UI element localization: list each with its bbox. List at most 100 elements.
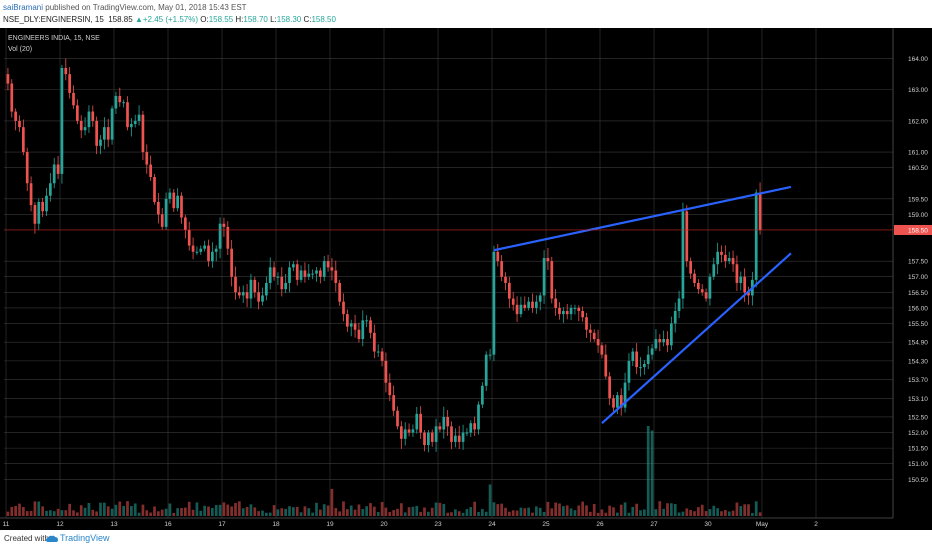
- candle-body: [187, 229, 191, 246]
- candle-body: [99, 139, 102, 146]
- volume-bar: [415, 505, 419, 516]
- volume-bar: [488, 484, 492, 516]
- footer: Created with TradingView: [0, 530, 932, 550]
- candle-body: [265, 282, 268, 296]
- candle-body: [619, 395, 623, 408]
- candle-body: [700, 289, 704, 293]
- volume-bar: [41, 506, 44, 516]
- volume-bar: [307, 508, 311, 516]
- volume-bar: [176, 508, 179, 516]
- volume-bar: [419, 511, 422, 516]
- candle-body: [380, 351, 384, 361]
- price-tick-label: 154.30: [908, 358, 928, 365]
- candle-body: [176, 195, 179, 209]
- volume-bar: [184, 507, 187, 516]
- volume-bar: [284, 508, 287, 516]
- candle-body: [469, 423, 473, 433]
- volume-bar: [211, 507, 214, 516]
- high-value: 158.70: [243, 15, 268, 24]
- volume-bar: [585, 505, 588, 516]
- candle-body: [442, 416, 446, 430]
- candle-body: [56, 164, 60, 174]
- volume-bar: [511, 510, 515, 516]
- chart-header: saiBramani published on TradingView.com,…: [0, 0, 932, 28]
- candle-body: [430, 432, 434, 442]
- candle-body: [199, 248, 203, 252]
- candle-body: [307, 273, 311, 277]
- candle-body: [22, 127, 25, 153]
- volume-bar: [720, 511, 723, 516]
- candle-body: [542, 258, 546, 296]
- candle-body: [631, 351, 635, 361]
- candle-body: [157, 201, 160, 215]
- volume-bar: [716, 508, 719, 516]
- time-tick-label: 20: [380, 521, 388, 528]
- volume-bar: [423, 507, 426, 516]
- volume-bar: [99, 502, 102, 516]
- candle-body: [562, 311, 565, 315]
- volume-bar: [469, 507, 473, 516]
- candle-body: [79, 120, 83, 131]
- volume-bar: [149, 512, 152, 516]
- volume-bar: [330, 489, 334, 516]
- candle-body: [488, 354, 492, 356]
- volume-bar: [500, 503, 503, 516]
- tradingview-logo[interactable]: TradingView: [46, 533, 110, 543]
- candle-body: [207, 245, 210, 262]
- candle-body: [627, 360, 631, 383]
- candle-body: [292, 264, 295, 268]
- volume-bar: [427, 511, 430, 516]
- volume-bar: [731, 510, 735, 516]
- candle-body: [654, 339, 658, 349]
- close-value: 158.50: [311, 15, 336, 24]
- close-label: C:: [303, 15, 312, 24]
- volume-bar: [538, 507, 542, 516]
- candle-body: [303, 270, 307, 277]
- volume-bar: [60, 510, 64, 516]
- volume-bar: [118, 501, 122, 516]
- candle-body: [650, 348, 654, 355]
- candle-body: [122, 102, 125, 104]
- author-link[interactable]: saiBramani: [3, 3, 44, 12]
- chart-area[interactable]: 164.00 163.00 162.00 161.00 160.50 159.50 159.…: [0, 28, 932, 530]
- time-tick-label: 30: [704, 521, 712, 528]
- price-tick-label: 160.50: [908, 165, 928, 172]
- candle-body: [52, 164, 56, 184]
- volume-bar: [430, 507, 434, 516]
- volume-bar: [446, 512, 449, 516]
- price-chart[interactable]: 164.00 163.00 162.00 161.00 160.50 159.50 159.…: [0, 28, 932, 530]
- volume-bar: [87, 502, 91, 516]
- publish-line: saiBramani published on TradingView.com,…: [3, 3, 247, 12]
- candle-body: [403, 429, 407, 439]
- volume-bar: [241, 508, 245, 516]
- candle-body: [284, 282, 287, 290]
- volume-bar: [508, 511, 511, 516]
- candle-body: [288, 267, 291, 283]
- candle-body: [91, 111, 95, 121]
- candle-body: [376, 351, 380, 353]
- volume-bar: [704, 511, 708, 516]
- price-tick-label: 152.00: [908, 430, 928, 437]
- volume-bar: [623, 502, 627, 516]
- candle-body: [211, 251, 214, 262]
- candle-body: [299, 270, 303, 280]
- trendline: [493, 185, 792, 252]
- candle-body: [76, 105, 79, 121]
- volume-bar: [222, 502, 226, 516]
- volume-bar: [292, 507, 295, 516]
- price-tick-label: 159.00: [908, 212, 928, 219]
- candle-body: [322, 261, 326, 277]
- candle-body: [639, 367, 642, 369]
- candle-body: [226, 226, 230, 249]
- volume-bar: [685, 508, 689, 516]
- candle-body: [276, 276, 280, 278]
- volume-bar: [619, 504, 623, 516]
- candle-body: [465, 432, 469, 434]
- volume-bar: [180, 508, 183, 516]
- volume-bar: [697, 507, 700, 516]
- candle-body: [72, 92, 75, 106]
- volume-bar: [218, 504, 222, 516]
- volume-bar: [465, 509, 469, 516]
- candle-body: [49, 183, 52, 196]
- volume-bar: [758, 512, 762, 516]
